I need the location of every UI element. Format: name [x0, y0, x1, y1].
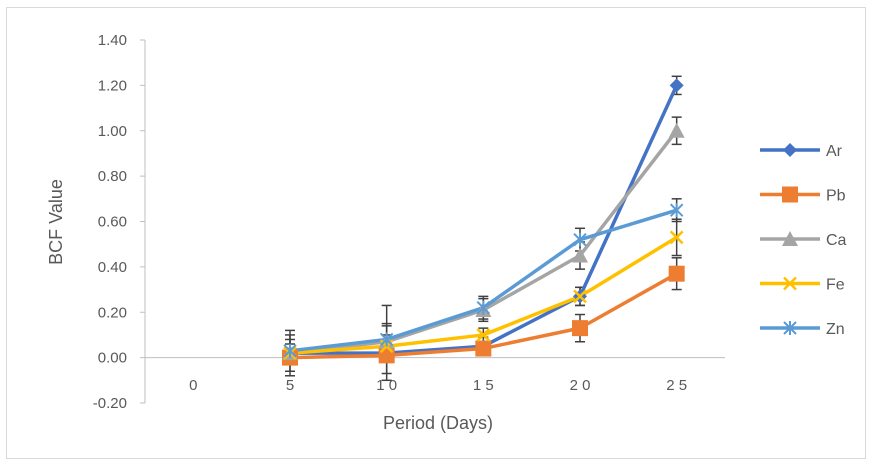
x-axis-title: Period (Days) — [383, 413, 493, 433]
legend-item-fe: Fe — [760, 277, 845, 294]
y-axis-title: BCF Value — [46, 179, 66, 265]
axes: -0.20 0.00 0.20 0.40 0.60 0.80 1.00 1.20 1.40 0 5 1… — [93, 32, 725, 412]
marker-pb — [378, 347, 395, 364]
legend-marker — [783, 321, 797, 335]
y-tick-label: 1.40 — [98, 32, 127, 49]
x-tick-label: 1 0 — [376, 377, 397, 394]
legend-marker — [783, 276, 797, 291]
legend-item-ar: Ar — [760, 143, 843, 160]
legend: Ar Pb Ca Fe Zn — [760, 143, 847, 338]
legend-item-pb: Pb — [760, 186, 846, 205]
legend-label: Pb — [826, 188, 846, 205]
legend-item-ca: Ca — [760, 231, 847, 249]
y-tick-label: 0.00 — [98, 350, 127, 367]
y-tick-label: 0.80 — [98, 168, 127, 185]
marker-pb — [668, 265, 685, 282]
x-tick-label: 1 5 — [473, 377, 494, 394]
marker-zn — [379, 332, 394, 347]
legend-label: Fe — [826, 277, 845, 294]
marker-zn — [476, 300, 491, 315]
marker-zn — [669, 203, 684, 218]
marker-ca — [572, 247, 588, 263]
y-tick-label: 0.40 — [98, 259, 127, 276]
marker-fe — [669, 230, 684, 245]
marker-ca — [668, 122, 685, 138]
x-tick-label: 0 — [189, 377, 197, 394]
y-tick-label: 0.20 — [98, 304, 127, 321]
marker-pb — [572, 320, 588, 337]
marker-zn — [283, 343, 297, 358]
marker-zn — [573, 232, 587, 247]
legend-item-zn: Zn — [760, 321, 845, 338]
marker-fe — [476, 328, 491, 342]
legend-label: Ca — [826, 232, 847, 249]
series-markers — [282, 78, 685, 366]
x-tick-label: 2 0 — [570, 377, 591, 394]
legend-label: Ar — [826, 143, 843, 160]
y-tick-label: 0.60 — [98, 214, 127, 231]
legend-marker — [782, 186, 798, 203]
y-tick-label: 1.00 — [98, 123, 127, 140]
marker-ar — [669, 78, 684, 93]
y-tick-label: -0.20 — [93, 395, 127, 412]
marker-pb — [475, 340, 492, 357]
chart-frame — [6, 7, 866, 459]
legend-marker — [783, 143, 797, 157]
marker-fe — [573, 289, 587, 304]
x-tick-label: 2 5 — [666, 377, 687, 394]
y-tick-label: 1.20 — [98, 77, 127, 94]
legend-marker — [782, 231, 798, 246]
x-tick-label: 5 — [286, 377, 294, 394]
legend-label: Zn — [826, 321, 845, 338]
